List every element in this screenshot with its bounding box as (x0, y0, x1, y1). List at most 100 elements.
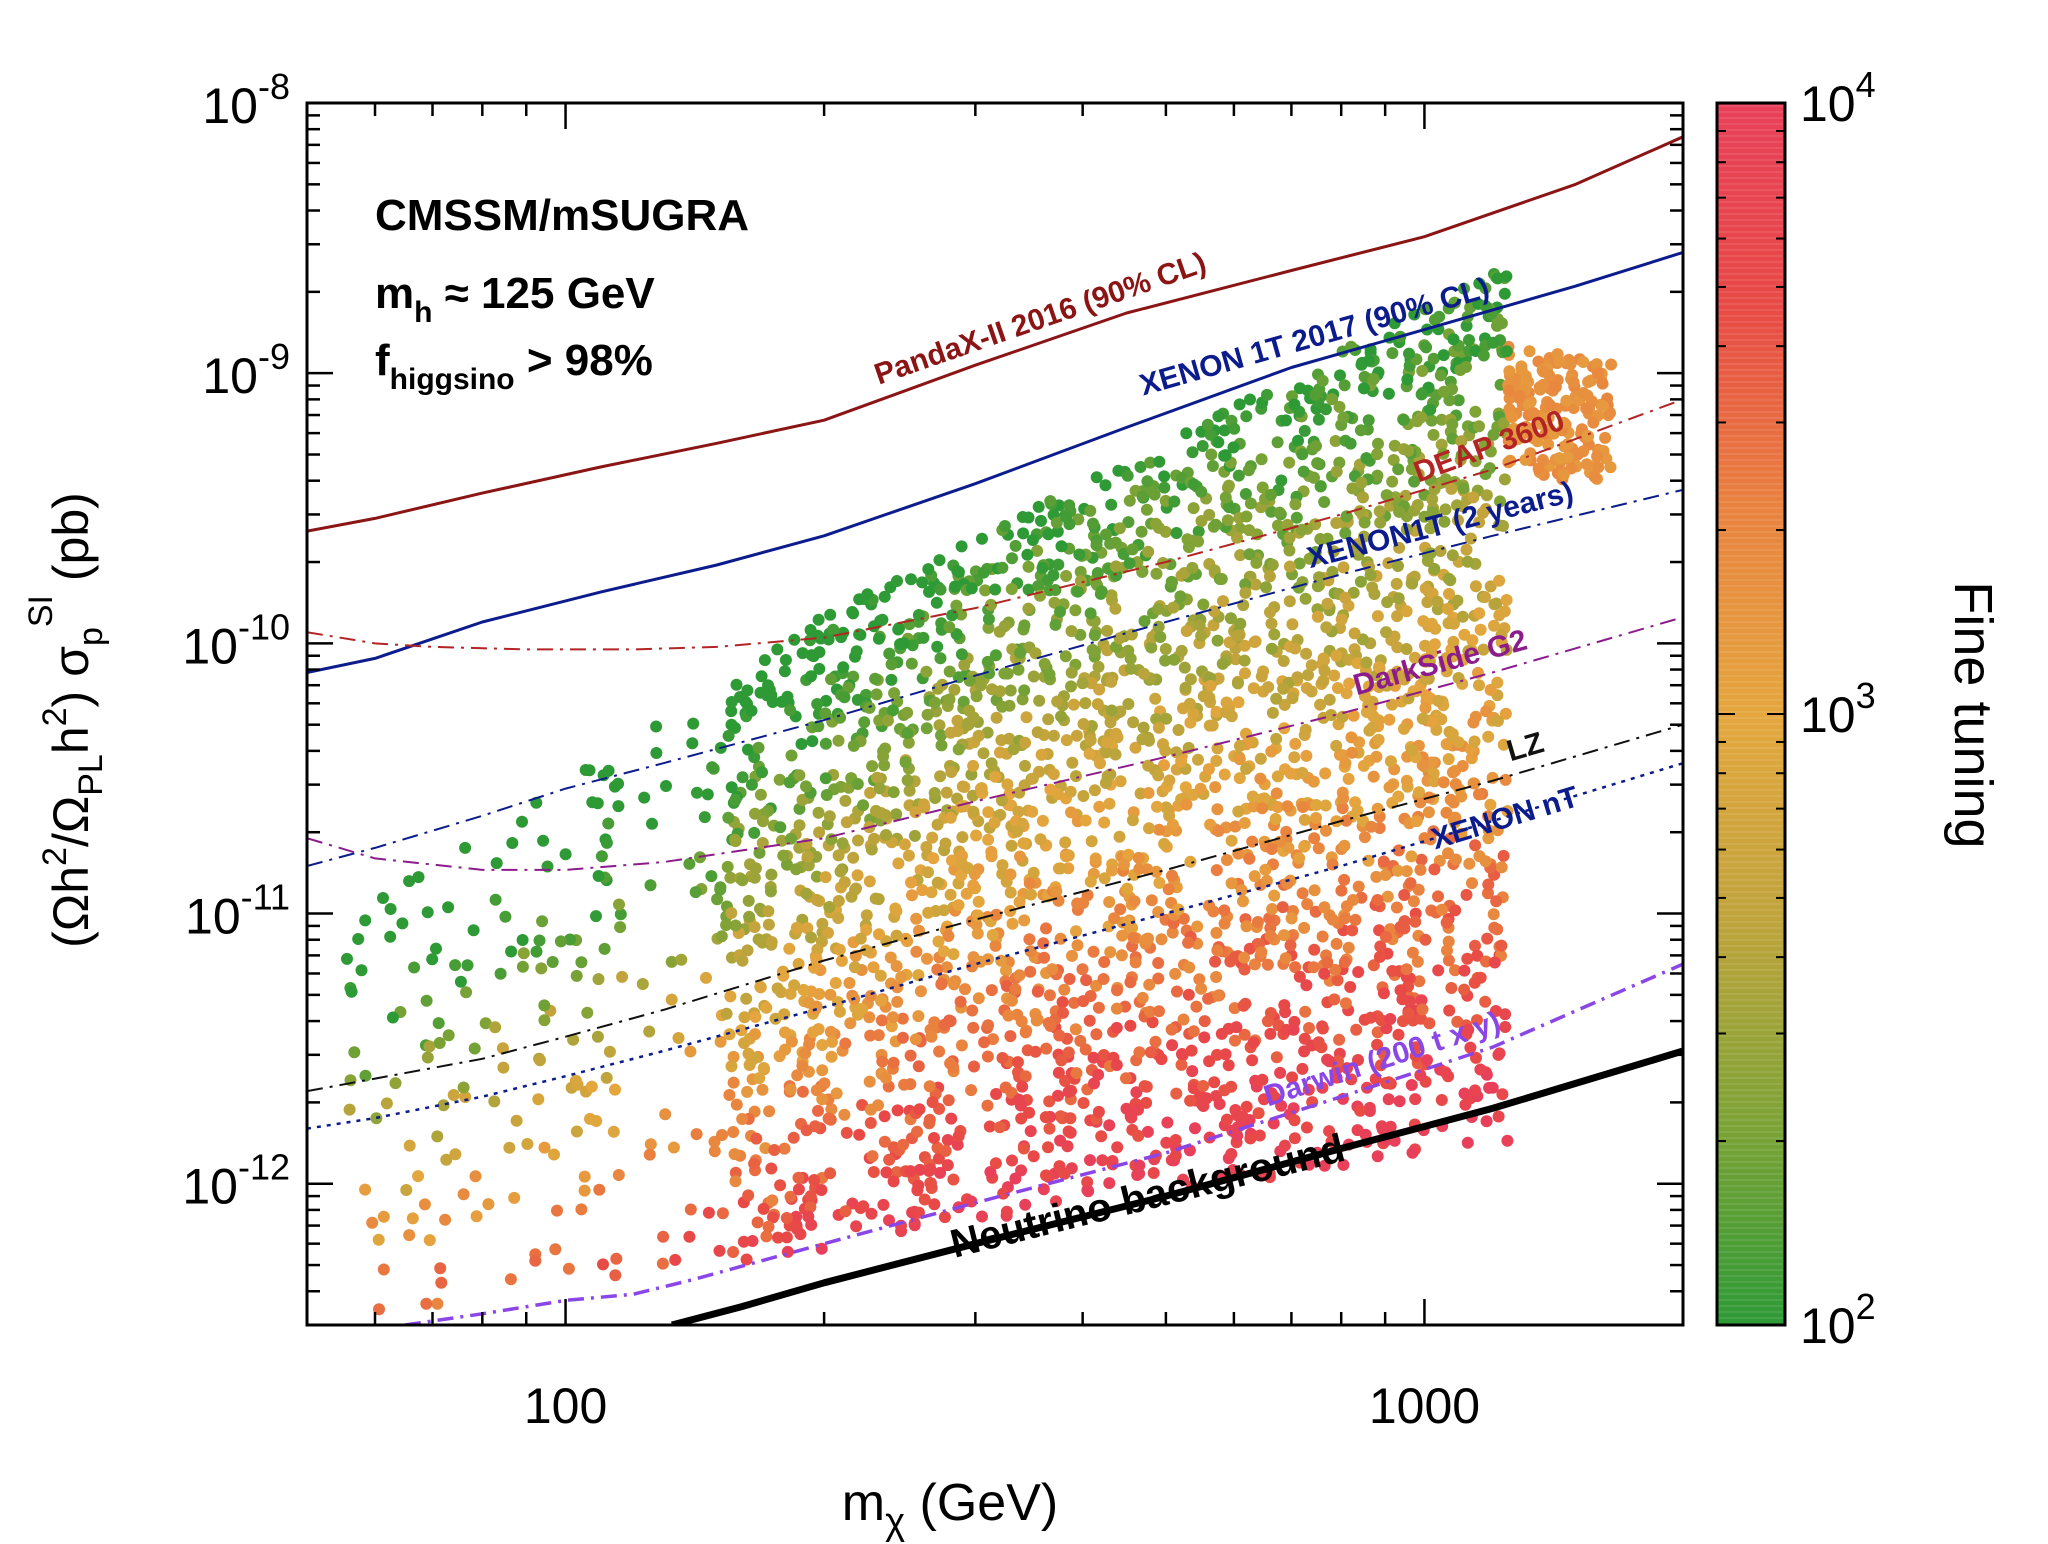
scatter-point (1302, 1083, 1315, 1096)
scatter-point (1121, 469, 1134, 482)
scatter-point (1289, 498, 1302, 511)
scatter-point (955, 608, 968, 621)
scatter-point (1393, 505, 1406, 518)
scatter-point (1380, 626, 1393, 639)
scatter-point (1090, 1028, 1103, 1041)
scatter-point (1428, 638, 1441, 651)
scatter-point (1599, 431, 1612, 444)
scatter-point (1481, 932, 1494, 945)
scatter-point (765, 868, 778, 881)
scatter-point (1084, 607, 1097, 620)
scatter-point (1500, 345, 1513, 358)
scatter-point (530, 945, 543, 958)
scatter-point (975, 782, 988, 795)
scatter-point (1567, 376, 1580, 389)
scatter-point (1330, 649, 1343, 662)
scatter-point (1210, 971, 1223, 983)
scatter-point (1319, 799, 1332, 812)
scatter-point (644, 1138, 657, 1151)
scatter-point (602, 817, 615, 830)
scatter-point (1055, 540, 1068, 553)
scatter-point (848, 961, 861, 974)
scatter-point (886, 1011, 899, 1024)
scatter-point (984, 1166, 997, 1178)
scatter-point (1366, 721, 1379, 734)
scatter-point (890, 960, 903, 973)
y-tick-label: 10-9 (202, 336, 290, 404)
scatter-point (1166, 869, 1178, 882)
scatter-point (1473, 850, 1486, 863)
scatter-point (755, 670, 768, 683)
scatter-point (1392, 560, 1404, 572)
scatter-point (1039, 1111, 1052, 1124)
scatter-point (887, 786, 900, 799)
scatter-point (1152, 957, 1165, 969)
scatter-point (1500, 594, 1513, 606)
scatter-point (1252, 1107, 1265, 1120)
scatter-point (887, 1175, 900, 1188)
scatter-point (1022, 583, 1035, 596)
scatter-point (947, 948, 960, 961)
scatter-point (1202, 992, 1215, 1005)
scatter-point (762, 918, 775, 931)
scatter-point (926, 831, 939, 844)
scatter-point (420, 1297, 433, 1310)
scatter-point (1033, 694, 1046, 707)
scatter-point (998, 667, 1011, 680)
colorbar-tick-label: 103 (1800, 675, 1876, 743)
scatter-point (1447, 635, 1460, 648)
scatter-point (1268, 1091, 1281, 1104)
scatter-point (1220, 696, 1233, 709)
scatter-point (1171, 985, 1183, 998)
model-annotation: CMSSM/mSUGRA mh ≈ 125 GeV fhiggsino > 98… (375, 191, 749, 396)
scatter-point (643, 1025, 656, 1038)
scatter-point (1387, 454, 1400, 466)
scatter-point (1438, 385, 1450, 398)
scatter-point (1432, 964, 1445, 977)
scatter-point (863, 701, 876, 714)
scatter-point (753, 1072, 766, 1085)
scatter-point (946, 854, 958, 867)
scatter-point (1414, 1069, 1427, 1082)
scatter-point (839, 794, 852, 807)
scatter-point (1092, 1001, 1105, 1014)
scatter-point (1149, 1035, 1162, 1048)
y-axis-label: (Ωh2/ΩPLh2) σpSI (pb) (22, 492, 110, 948)
scatter-point (722, 811, 735, 824)
scatter-point (1427, 428, 1440, 441)
scatter-point (1442, 302, 1455, 315)
scatter-point (1288, 1114, 1301, 1127)
scatter-point (998, 520, 1011, 532)
scatter-point (1011, 1008, 1024, 1021)
scatter-point (771, 643, 784, 656)
scatter-point (1160, 801, 1173, 814)
scatter-point (713, 1244, 726, 1257)
scatter-point (976, 1210, 988, 1223)
scatter-point (1239, 488, 1252, 500)
scatter-point (408, 961, 421, 974)
scatter-point (1419, 303, 1432, 316)
scatter-point (1386, 347, 1399, 360)
scatter-point (1380, 489, 1393, 502)
scatter-point (807, 650, 820, 663)
scatter-point (1237, 599, 1250, 612)
scatter-point (1080, 974, 1093, 987)
scatter-point (1218, 904, 1231, 917)
scatter-point (959, 983, 971, 996)
scatter-point (1446, 766, 1459, 779)
scatter-point (857, 799, 870, 812)
scatter-point (1089, 852, 1102, 865)
scatter-point (781, 1245, 794, 1258)
scatter-point (714, 1035, 727, 1048)
scatter-point (1360, 656, 1373, 669)
scatter-point (832, 734, 845, 747)
scatter-point (796, 1085, 809, 1098)
scatter-point (449, 1148, 462, 1161)
scatter-point (1464, 1041, 1477, 1054)
scatter-point (1482, 887, 1494, 900)
scatter-point (952, 1130, 965, 1143)
scatter-point (1293, 970, 1306, 983)
scatter-point (1147, 1167, 1160, 1179)
scatter-point (1438, 657, 1451, 670)
scatter-point (1218, 768, 1231, 781)
